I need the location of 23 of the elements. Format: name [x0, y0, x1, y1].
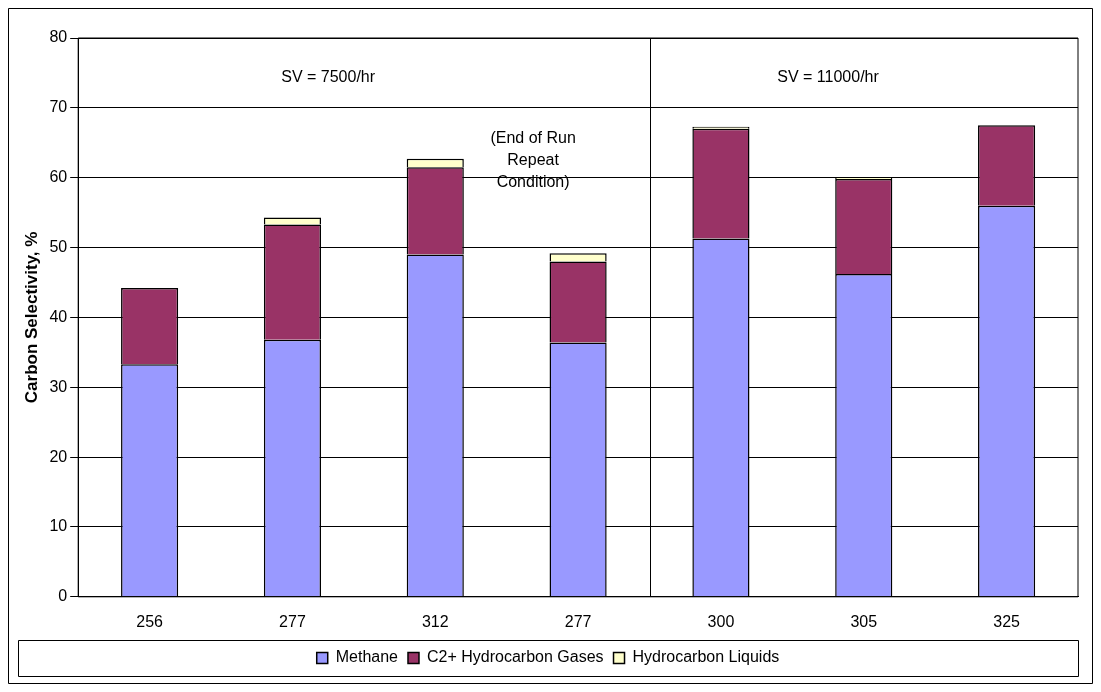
- y-tick-label: 30: [49, 377, 68, 395]
- x-tick-label: 277: [279, 612, 306, 630]
- y-tick-label: 70: [49, 98, 68, 116]
- y-tick-label: 50: [49, 237, 68, 255]
- x-tick-label: 325: [993, 612, 1021, 630]
- legend-label: Methane: [335, 648, 399, 666]
- y-tick-label: 0: [58, 587, 68, 605]
- x-tick-label: 277: [564, 612, 592, 630]
- y-tick-label: 40: [49, 307, 68, 325]
- y-axis-title: Carbon Selectivity, %: [21, 231, 41, 404]
- y-tick-label: 60: [49, 168, 68, 186]
- x-tick-label: 300: [707, 612, 735, 630]
- y-tick-label: 10: [49, 517, 68, 535]
- y-tick-label: 80: [49, 28, 68, 46]
- x-tick-label: 305: [850, 612, 878, 630]
- annotation: (End of Run Repeat Condition): [490, 128, 576, 190]
- x-tick-label: 312: [421, 612, 449, 630]
- annotation: SV = 11000/hr: [777, 67, 880, 85]
- y-tick-label: 20: [49, 447, 68, 465]
- annotation: SV = 7500/hr: [281, 67, 376, 85]
- legend-label: C2+ Hydrocarbon Gases: [426, 648, 604, 666]
- x-tick-label: 256: [136, 612, 164, 630]
- legend-label: Hydrocarbon Liquids: [632, 648, 780, 666]
